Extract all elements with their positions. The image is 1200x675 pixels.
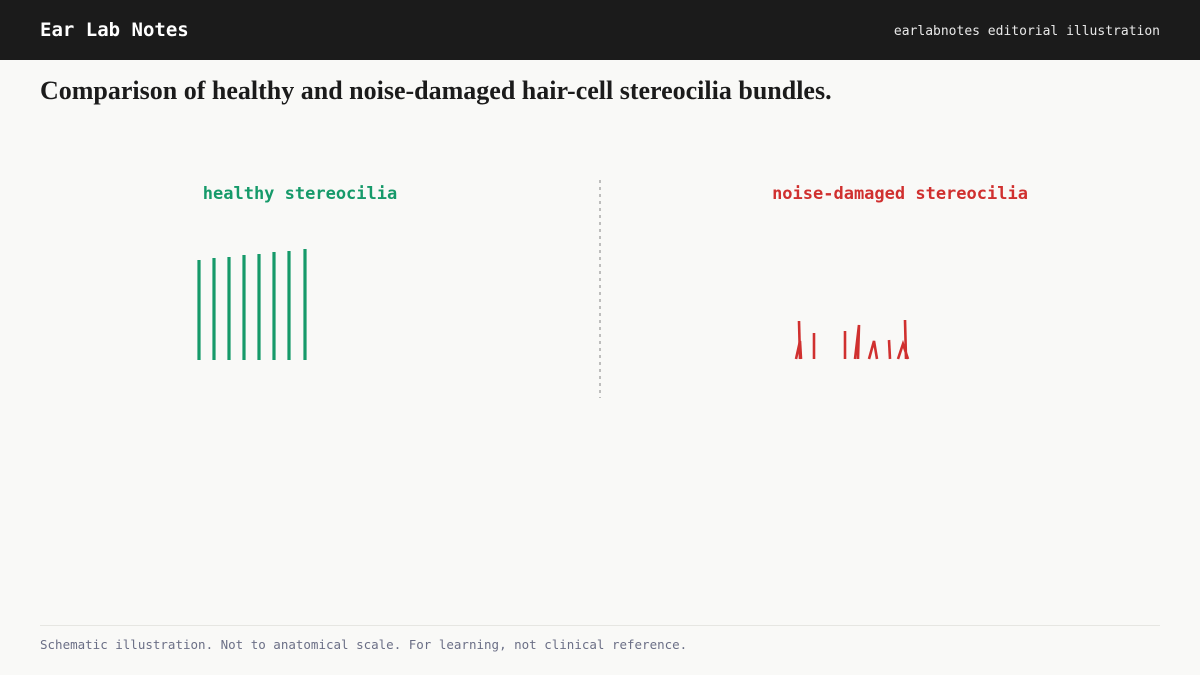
stereocilium [903,319,908,360]
page-title: Comparison of healthy and noise-damaged … [40,76,832,105]
panel-label: noise-damaged stereocilia [772,184,1028,204]
header-subtitle: earlabnotes editorial illustration [893,24,1160,39]
healthy-bundle [197,249,307,360]
stereocilium [887,339,892,360]
panel-label: healthy stereocilia [203,184,397,204]
header: Ear Lab Notes earlabnotes editorial illu… [0,0,1200,60]
footer-note: Schematic illustration. Not to anatomica… [40,637,688,652]
stereocilium [797,320,802,360]
stereocilium [853,324,861,360]
damaged-bundle [794,319,910,360]
brand[interactable]: Ear Lab Notes [40,19,189,41]
stereocilium [867,340,879,360]
footer-rule [40,625,1160,626]
